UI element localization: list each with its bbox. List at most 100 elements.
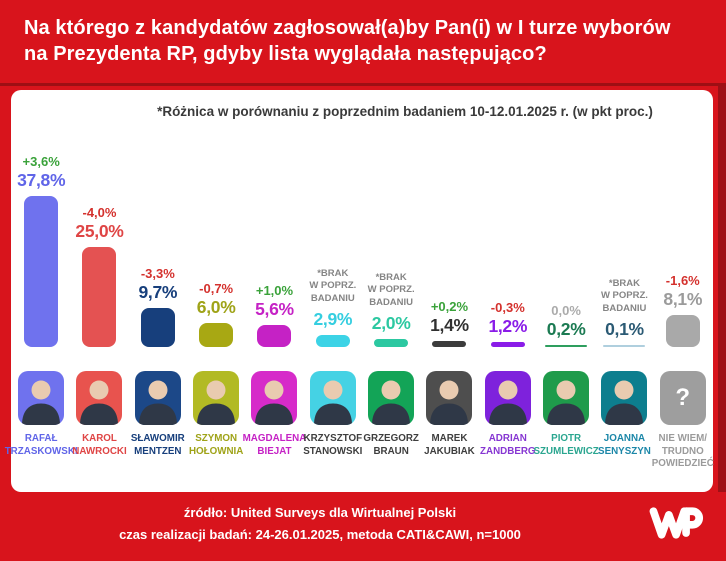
candidate-column: -0,7% 6,0% SZYMON HOŁOWNIA: [187, 127, 245, 471]
candidate-column: -1,6% 8,1% ? NIE WIEM/TRUDNO POWIEDZIEĆ: [651, 127, 714, 471]
diff-label: -3,3%: [140, 266, 175, 281]
candidate-name: PIOTR SZUMLEWICZ: [533, 433, 599, 457]
chart-note: *Różnica w porównaniu z poprzednim badan…: [157, 104, 653, 119]
bar: [82, 247, 117, 347]
bar-stack: +0,2% 1,4%: [420, 127, 478, 347]
diff-label: -0,3%: [490, 300, 525, 315]
candidate-column: 0,0% 0,2% PIOTR SZUMLEWICZ: [533, 127, 598, 471]
bar: [199, 323, 234, 347]
right-edge-shade: [718, 86, 726, 492]
candidate-photo: [134, 371, 181, 425]
value-label: 0,2%: [546, 319, 586, 339]
candidate-photo: [601, 371, 648, 425]
candidate-photo: [251, 371, 298, 425]
page-title: Na którego z kandydatów zagłosował(a)by …: [24, 15, 702, 67]
person-silhouette-icon: [488, 380, 527, 425]
bar: [603, 345, 646, 347]
header: Na którego z kandydatów zagłosował(a)by …: [0, 0, 726, 83]
bar-stack: -0,7% 6,0%: [187, 127, 245, 347]
bar: [140, 308, 175, 347]
question-line-1: Na którego z kandydatów zagłosował(a)by …: [24, 17, 671, 39]
candidate-photo: ?: [659, 371, 706, 425]
bar-stack: -3,3% 9,7%: [129, 127, 187, 347]
bar: [374, 339, 409, 347]
value-label: 1,4%: [430, 315, 469, 335]
footer: źródło: United Surveys dla Wirtualnej Po…: [0, 492, 726, 561]
footer-text: źródło: United Surveys dla Wirtualnej Po…: [0, 505, 640, 542]
diff-label: +3,6%: [22, 154, 60, 169]
diff-label: -4,0%: [82, 205, 117, 220]
wp-logo: [648, 502, 706, 544]
candidate-name: MAREK JAKUBIAK: [424, 433, 475, 457]
bar: [545, 345, 588, 347]
bar: [315, 335, 350, 347]
bar-stack: *BRAK W POPRZ. BADANIU 2,0%: [362, 127, 420, 347]
bar: [257, 325, 292, 347]
candidate-name: SŁAWOMIR MENTZEN: [130, 433, 185, 457]
bar-stack: *BRAK W POPRZ. BADANIU 2,9%: [304, 127, 362, 347]
person-silhouette-icon: [80, 380, 119, 425]
bar-chart: +3,6% 37,8% RAFAŁ TRZASKOWSKI -4,0% 25,0%: [5, 127, 714, 471]
value-label: 6,0%: [196, 297, 236, 317]
bar-stack: -0,3% 1,2%: [479, 127, 537, 347]
person-silhouette-icon: [430, 380, 469, 425]
question-line-2: na Prezydenta RP, gdyby lista wyglądała …: [24, 43, 547, 65]
candidate-name: MAGDALENA BIEJAT: [242, 433, 307, 457]
bar: [490, 342, 525, 347]
candidate-photo: [543, 371, 590, 425]
bar: [24, 196, 59, 347]
value-label: 1,2%: [488, 316, 528, 336]
candidate-photo: [18, 371, 65, 425]
value-label: 2,0%: [371, 313, 411, 333]
value-label: 37,8%: [17, 170, 66, 190]
candidate-name: JOANNA SENYSZYN: [598, 433, 651, 457]
diff-label: +0,2%: [430, 299, 469, 314]
candidate-name: GRZEGORZ BRAUN: [363, 433, 419, 457]
bar-stack: *BRAK W POPRZ. BADANIU 0,1%: [595, 127, 653, 347]
candidate-photo: [484, 371, 531, 425]
candidate-photo: [76, 371, 123, 425]
diff-label: -1,6%: [665, 273, 700, 288]
no-previous-survey-label: *BRAK W POPRZ. BADANIU: [367, 271, 415, 308]
survey-details-text: czas realizacji badań: 24-26.01.2025, me…: [119, 527, 521, 542]
candidate-column: -4,0% 25,0% KAROL NAWROCKI: [70, 127, 128, 471]
candidate-column: *BRAK W POPRZ. BADANIU 2,0% GRZEGORZ BRAUN: [362, 127, 420, 471]
candidate-column: -3,3% 9,7% SŁAWOMIR MENTZEN: [129, 127, 187, 471]
candidate-name: RAFAŁ TRZASKOWSKI: [4, 433, 78, 457]
bar-stack: -1,6% 8,1%: [654, 127, 712, 347]
value-label: 5,6%: [255, 299, 294, 319]
person-silhouette-icon: [255, 380, 294, 425]
candidate-column: +1,0% 5,6% MAGDALENA BIEJAT: [243, 127, 307, 471]
candidate-column: *BRAK W POPRZ. BADANIU 0,1% JOANNA SENYSZYN: [595, 127, 653, 471]
candidate-photo: [426, 371, 473, 425]
chart-card: *Różnica w porównaniu z poprzednim badan…: [5, 90, 714, 492]
candidate-column: *BRAK W POPRZ. BADANIU 2,9% KRZYSZTOF STANO…: [303, 127, 363, 471]
candidate-name: SZYMON HOŁOWNIA: [188, 433, 244, 457]
value-label: 0,1%: [605, 319, 644, 339]
candidate-column: +0,2% 1,4% MAREK JAKUBIAK: [420, 127, 478, 471]
person-silhouette-icon: [605, 380, 644, 425]
person-silhouette-icon: [138, 380, 177, 425]
candidate-name: NIE WIEM/TRUDNO POWIEDZIEĆ: [651, 433, 714, 470]
value-label: 8,1%: [663, 289, 703, 309]
no-previous-survey-label: *BRAK W POPRZ. BADANIU: [309, 267, 357, 304]
candidate-name: ADRIAN ZANDBERG: [480, 433, 536, 457]
person-silhouette-icon: [547, 380, 586, 425]
candidate-photo: [368, 371, 415, 425]
candidate-column: -0,3% 1,2% ADRIAN ZANDBERG: [479, 127, 537, 471]
wp-logo-icon: [649, 507, 704, 539]
diff-label: 0,0%: [551, 303, 581, 318]
source-text: źródło: United Surveys dla Wirtualnej Po…: [183, 505, 457, 520]
candidate-name: KAROL NAWROCKI: [72, 433, 127, 457]
bar-stack: +1,0% 5,6%: [245, 127, 303, 347]
bar-stack: +3,6% 37,8%: [12, 127, 70, 347]
value-label: 25,0%: [75, 221, 124, 241]
person-silhouette-icon: [197, 380, 236, 425]
candidate-column: +3,6% 37,8% RAFAŁ TRZASKOWSKI: [5, 127, 78, 471]
person-silhouette-icon: [22, 380, 61, 425]
question-mark-icon: ?: [675, 384, 691, 411]
candidate-name: KRZYSZTOF STANOWSKI: [303, 433, 363, 457]
value-label: 2,9%: [313, 309, 353, 329]
bar: [665, 315, 700, 347]
